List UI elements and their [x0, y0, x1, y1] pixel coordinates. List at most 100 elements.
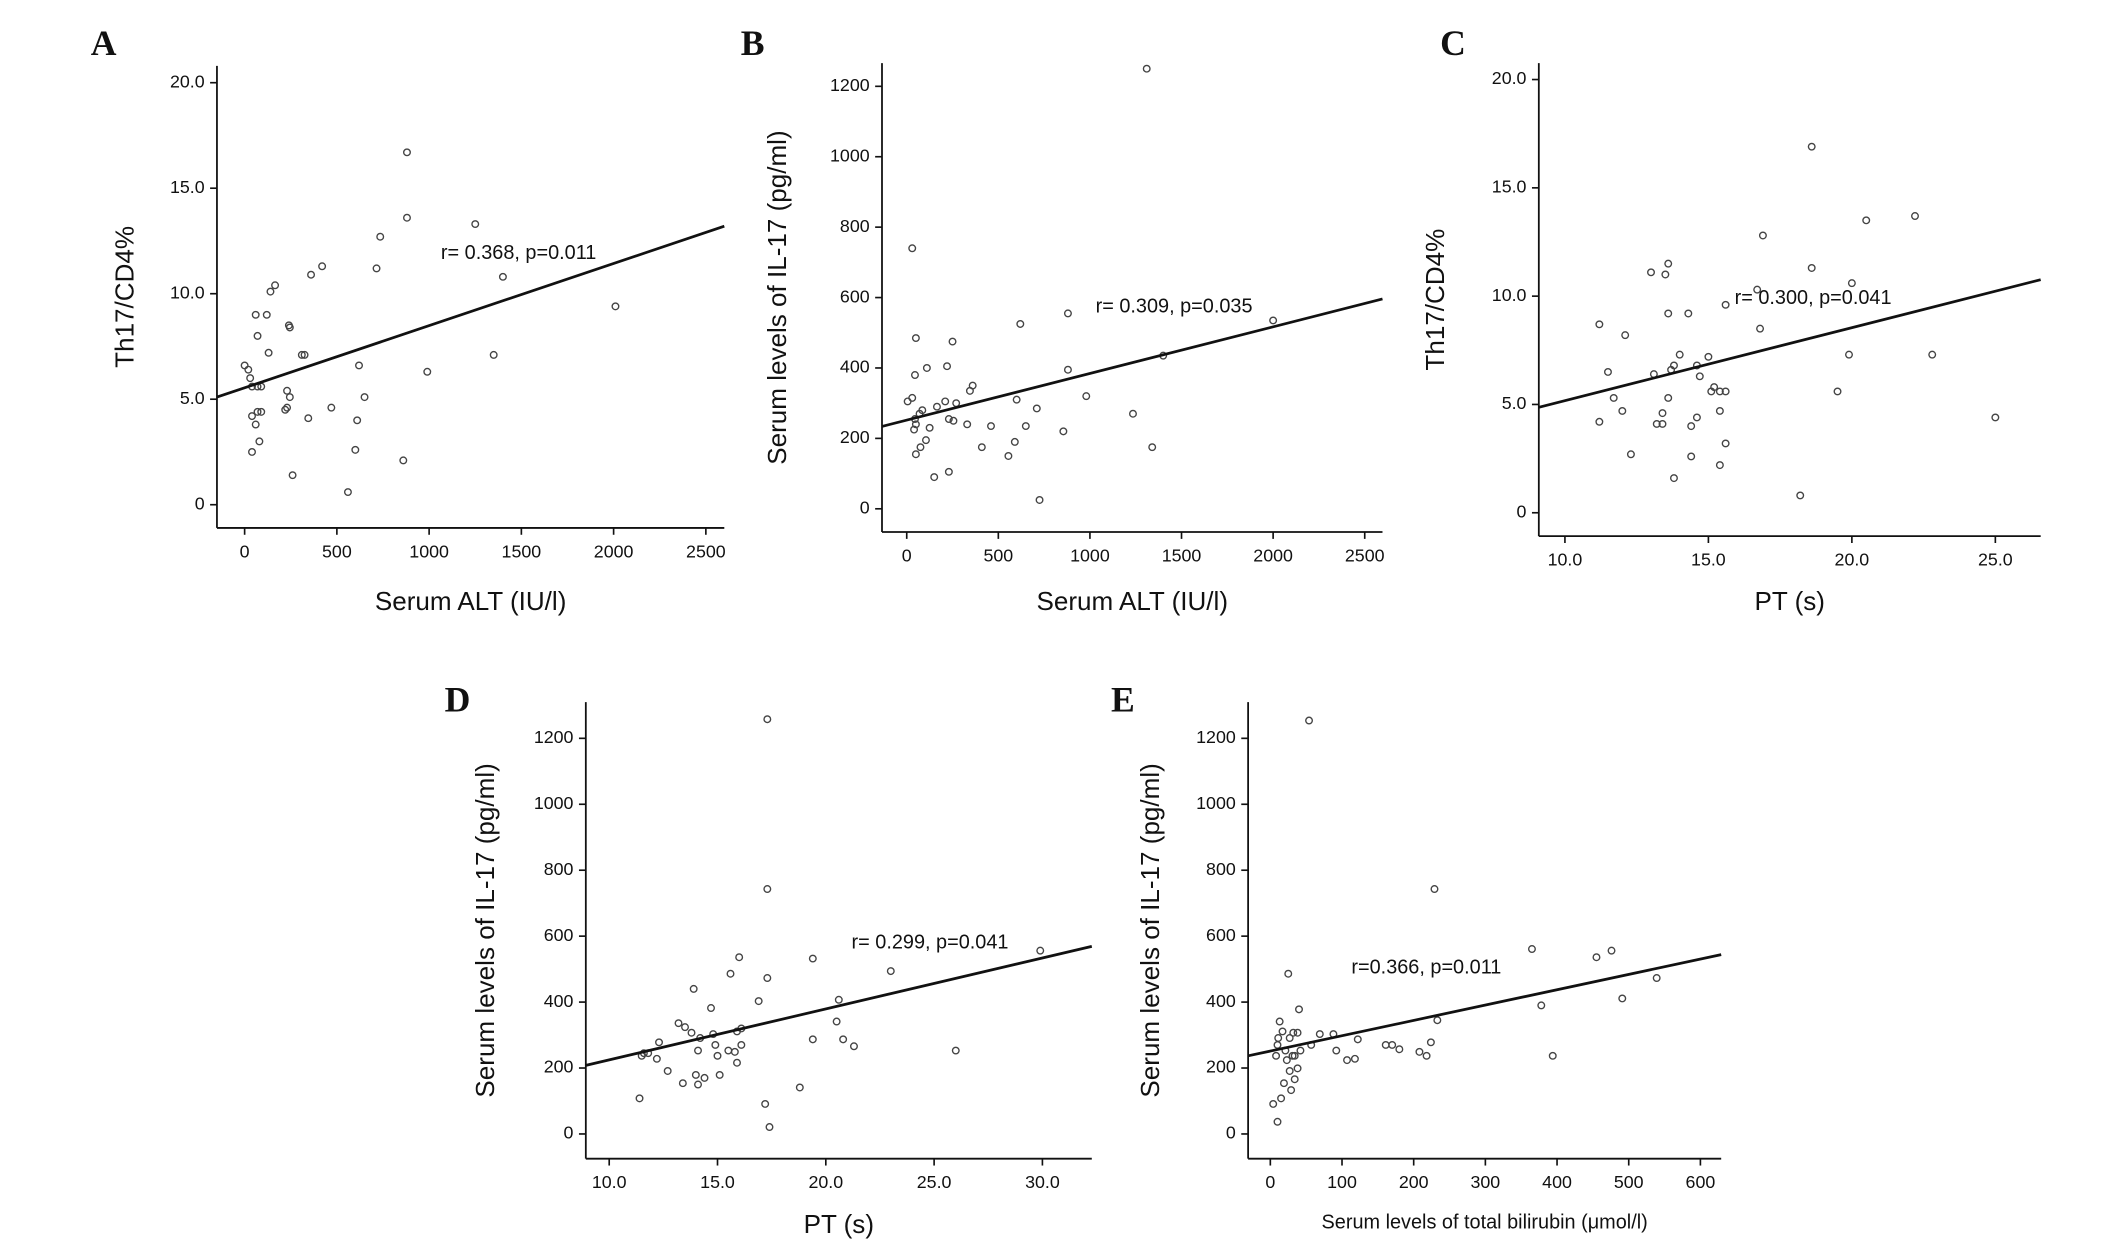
- data-point: [952, 399, 961, 408]
- data-point: [1548, 1051, 1557, 1060]
- correlation-note: r= 0.309, p=0.035: [1096, 295, 1253, 317]
- data-point: [403, 148, 411, 157]
- data-point: [1353, 1035, 1362, 1044]
- data-point: [1315, 1030, 1324, 1039]
- data-point: [1293, 1028, 1302, 1037]
- data-point: [372, 264, 381, 273]
- data-point: [318, 262, 327, 271]
- data-point: [763, 715, 772, 724]
- data-point: [674, 1019, 683, 1028]
- y-axis-title: Serum levels of IL-17 (pg/ml): [762, 130, 792, 464]
- data-point: [1527, 945, 1536, 953]
- correlation-note: r= 0.299, p=0.041: [852, 932, 1009, 954]
- data-point: [1021, 422, 1030, 431]
- trend-line: [1247, 953, 1722, 1058]
- data-point: [1016, 319, 1025, 328]
- data-point: [288, 471, 297, 480]
- data-point: [248, 447, 256, 456]
- data-point: [1282, 1056, 1291, 1065]
- data-point: [908, 244, 917, 253]
- y-tick-label: 0: [1517, 501, 1527, 521]
- data-point: [376, 232, 385, 241]
- x-tick-label: 2500: [1345, 545, 1385, 565]
- y-tick-label: 400: [840, 357, 870, 377]
- data-point: [351, 445, 360, 454]
- data-point: [264, 348, 273, 357]
- data-point: [1664, 309, 1673, 318]
- data-point: [1847, 279, 1856, 288]
- data-point: [1862, 216, 1871, 225]
- x-tick-label: 600: [1686, 1172, 1716, 1192]
- data-point: [663, 1067, 672, 1075]
- data-point: [730, 1047, 739, 1056]
- data-point: [297, 350, 306, 359]
- data-point: [1290, 1075, 1299, 1084]
- y-tick-label: 200: [1206, 1057, 1236, 1077]
- data-point: [1305, 716, 1314, 725]
- data-point: [1721, 387, 1730, 396]
- data-point: [1289, 1028, 1298, 1037]
- data-point: [1290, 1051, 1299, 1060]
- data-point: [886, 967, 895, 976]
- data-point: [1664, 393, 1673, 402]
- data-point: [911, 450, 920, 459]
- trend-line: [881, 297, 1383, 428]
- x-tick-label: 1500: [1162, 545, 1202, 565]
- data-point: [262, 310, 271, 319]
- panel-label: C: [1440, 23, 1466, 63]
- data-point: [304, 414, 313, 423]
- data-point: [949, 416, 958, 425]
- data-point: [1592, 953, 1601, 962]
- x-tick-label: 0: [1265, 1172, 1275, 1192]
- data-point: [1415, 1047, 1424, 1056]
- x-axis-title: Serum ALT (IU/l): [1036, 586, 1228, 616]
- data-point: [1036, 946, 1045, 955]
- data-point: [849, 1042, 858, 1051]
- data-point: [1687, 422, 1696, 431]
- data-point: [808, 954, 817, 963]
- data-point: [932, 402, 941, 411]
- data-point: [943, 362, 952, 371]
- data-point: [253, 331, 262, 340]
- data-point: [839, 1035, 848, 1044]
- trend-line: [216, 224, 725, 399]
- y-tick-label: 800: [1206, 859, 1236, 879]
- data-point: [808, 1035, 817, 1044]
- data-point: [1595, 320, 1604, 329]
- data-point: [1721, 439, 1730, 448]
- x-tick-label: 15.0: [1691, 550, 1726, 570]
- data-point: [761, 1099, 770, 1108]
- x-axis-title: PT (s): [1755, 586, 1825, 616]
- data-point: [1284, 969, 1293, 978]
- data-point: [733, 1058, 741, 1067]
- y-tick-label: 20.0: [1492, 68, 1527, 88]
- data-point: [248, 412, 256, 421]
- y-axis-title: Serum levels of IL-17 (pg/ml): [470, 763, 500, 1097]
- x-tick-label: 30.0: [1025, 1172, 1060, 1192]
- data-point: [700, 1073, 709, 1082]
- correlation-note: r= 0.300, p=0.041: [1735, 287, 1892, 309]
- data-point: [694, 1046, 702, 1055]
- data-point: [944, 467, 953, 476]
- data-point: [1395, 1045, 1404, 1054]
- data-point: [1753, 285, 1762, 294]
- x-tick-label: 20.0: [808, 1172, 843, 1192]
- data-point: [283, 403, 292, 412]
- data-point: [423, 367, 432, 376]
- data-point: [1626, 450, 1635, 459]
- y-tick-label: 0: [195, 493, 205, 513]
- data-point: [1609, 393, 1618, 402]
- data-point: [655, 1038, 664, 1047]
- data-point: [1658, 419, 1667, 428]
- data-point: [307, 270, 316, 279]
- data-point: [1845, 350, 1853, 359]
- data-point: [925, 423, 934, 432]
- data-point: [1274, 1034, 1283, 1042]
- data-point: [763, 974, 772, 982]
- data-point: [1704, 352, 1713, 361]
- data-point: [1082, 392, 1091, 401]
- data-point: [968, 381, 977, 390]
- y-tick-label: 600: [1206, 925, 1236, 945]
- x-axis-title: Serum levels of total bilirubin (μmol/l): [1322, 1211, 1648, 1233]
